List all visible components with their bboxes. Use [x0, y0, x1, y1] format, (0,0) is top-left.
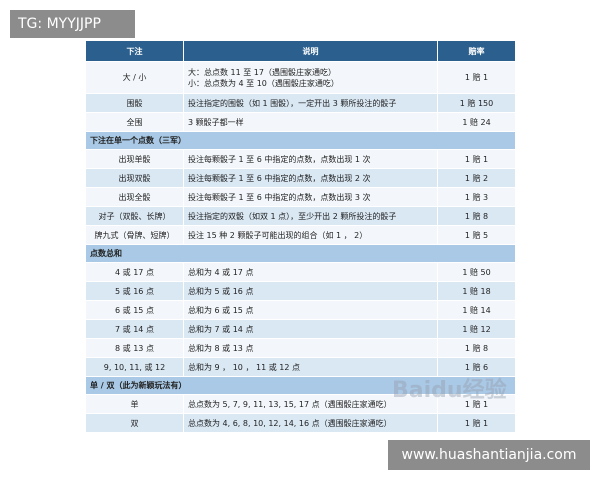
- table-cell: 1 赔 14: [437, 300, 516, 320]
- cell-line: 大：总点数 11 至 17（遇围骰庄家通吃）: [188, 67, 336, 77]
- table-cell: 总和为 7 或 14 点: [183, 319, 438, 339]
- table-cell: 总和为 8 或 13 点: [183, 338, 438, 358]
- table-cell: 投注每颗骰子 1 至 6 中指定的点数，点数出现 1 次: [183, 149, 438, 169]
- table-cell: 总和为 5 或 16 点: [183, 281, 438, 301]
- table-cell: 双: [85, 413, 184, 433]
- watermark: Baidu经验: [392, 378, 507, 403]
- table-cell: 出现双骰: [85, 168, 184, 188]
- table-cell: 1 赔 50: [437, 262, 516, 282]
- table-cell: 1 赔 1: [437, 149, 516, 169]
- table-row: 围骰 投注指定的围骰（如 1 围骰），一定开出 3 颗所投注的骰子 1 赔 150: [85, 93, 516, 113]
- section-cell: 下注在单一个点数（三军）: [85, 131, 516, 150]
- table-cell: 5 或 16 点: [85, 281, 184, 301]
- table-cell: 单: [85, 394, 184, 414]
- tag-label: TG: MYYJJPP: [10, 10, 135, 38]
- table-cell: 投注每颗骰子 1 至 6 中指定的点数，点数出现 3 次: [183, 187, 438, 207]
- table-cell: 1 赔 1: [437, 413, 516, 433]
- table-cell: 3 颗骰子都一样: [183, 112, 438, 132]
- header-row: 下注 说明 赔率: [85, 40, 516, 62]
- table-cell: 围骰: [85, 93, 184, 113]
- table-cell: 6 或 15 点: [85, 300, 184, 320]
- cell-line: 小：总点数为 4 至 10（遇围骰庄家通吃）: [188, 78, 339, 88]
- table-cell: 大：总点数 11 至 17（遇围骰庄家通吃） 小：总点数为 4 至 10（遇围骰庄…: [183, 61, 438, 94]
- footer-url: www.huashantianjia.com: [388, 440, 590, 470]
- odds-table: 下注 说明 赔率 大 / 小大：总点数 11 至 17（遇围骰庄家通吃） 小：总点数为…: [85, 40, 516, 433]
- table-cell: 出现全骰: [85, 187, 184, 207]
- table-cell: 7 或 14 点: [85, 319, 184, 339]
- table-row: 点数总和: [85, 244, 516, 263]
- table-row: 全围 3 颗骰子都一样 1 赔 24: [85, 112, 516, 132]
- table-row: 牌九式（骨牌、短牌） 投注 15 种 2 颗骰子可能出现的组合（如 1 ， 2） 1…: [85, 225, 516, 245]
- table-cell: 1 赔 3: [437, 187, 516, 207]
- table-cell: 对子（双骰、长牌）: [85, 206, 184, 226]
- header-cell: 赔率: [437, 40, 516, 62]
- table-cell: 1 赔 8: [437, 338, 516, 358]
- table-body: 大 / 小大：总点数 11 至 17（遇围骰庄家通吃） 小：总点数为 4 至 10…: [85, 61, 516, 433]
- table-cell: 总和为 6 或 15 点: [183, 300, 438, 320]
- table-cell: 投注 15 种 2 颗骰子可能出现的组合（如 1 ， 2）: [183, 225, 438, 245]
- table-cell: 8 或 13 点: [85, 338, 184, 358]
- table-cell: 投注指定的双骰（如双 1 点），至少开出 2 颗所投注的骰子: [183, 206, 438, 226]
- section-cell: 点数总和: [85, 244, 516, 263]
- table-row: 下注在单一个点数（三军）: [85, 131, 516, 150]
- table-cell: 9, 10, 11, 或 12: [85, 357, 184, 377]
- table-cell: 全围: [85, 112, 184, 132]
- table-cell: 1 赔 12: [437, 319, 516, 339]
- table-row: 单总点数为 5, 7, 9, 11, 13, 15, 17 点（遇围骰庄家通吃）…: [85, 394, 516, 414]
- table-cell: 1 赔 150: [437, 93, 516, 113]
- table-row: 对子（双骰、长牌） 投注指定的双骰（如双 1 点），至少开出 2 颗所投注的骰子 1…: [85, 206, 516, 226]
- table-cell: 1 赔 8: [437, 206, 516, 226]
- table-row: 双总点数为 4, 6, 8, 10, 12, 14, 16 点（遇围骰庄家通吃）…: [85, 413, 516, 433]
- table-cell: 总和为 4 或 17 点: [183, 262, 438, 282]
- table-cell: 1 赔 1: [437, 61, 516, 94]
- table-cell: 总点数为 4, 6, 8, 10, 12, 14, 16 点（遇围骰庄家通吃）: [183, 413, 438, 433]
- table-row: 大 / 小大：总点数 11 至 17（遇围骰庄家通吃） 小：总点数为 4 至 10…: [85, 61, 516, 94]
- table-cell: 投注每颗骰子 1 至 6 中指定的点数，点数出现 2 次: [183, 168, 438, 188]
- table-cell: 1 赔 24: [437, 112, 516, 132]
- table-cell: 出现单骰: [85, 149, 184, 169]
- table-cell: 1 赔 2: [437, 168, 516, 188]
- table-cell: 投注指定的围骰（如 1 围骰），一定开出 3 颗所投注的骰子: [183, 93, 438, 113]
- header-cell: 说明: [183, 40, 438, 62]
- table-cell: 4 或 17 点: [85, 262, 184, 282]
- table-cell: 牌九式（骨牌、短牌）: [85, 225, 184, 245]
- table-cell: 1 赔 5: [437, 225, 516, 245]
- header-cell: 下注: [85, 40, 184, 62]
- table-cell: 1 赔 18: [437, 281, 516, 301]
- table-cell: 大 / 小: [85, 61, 184, 94]
